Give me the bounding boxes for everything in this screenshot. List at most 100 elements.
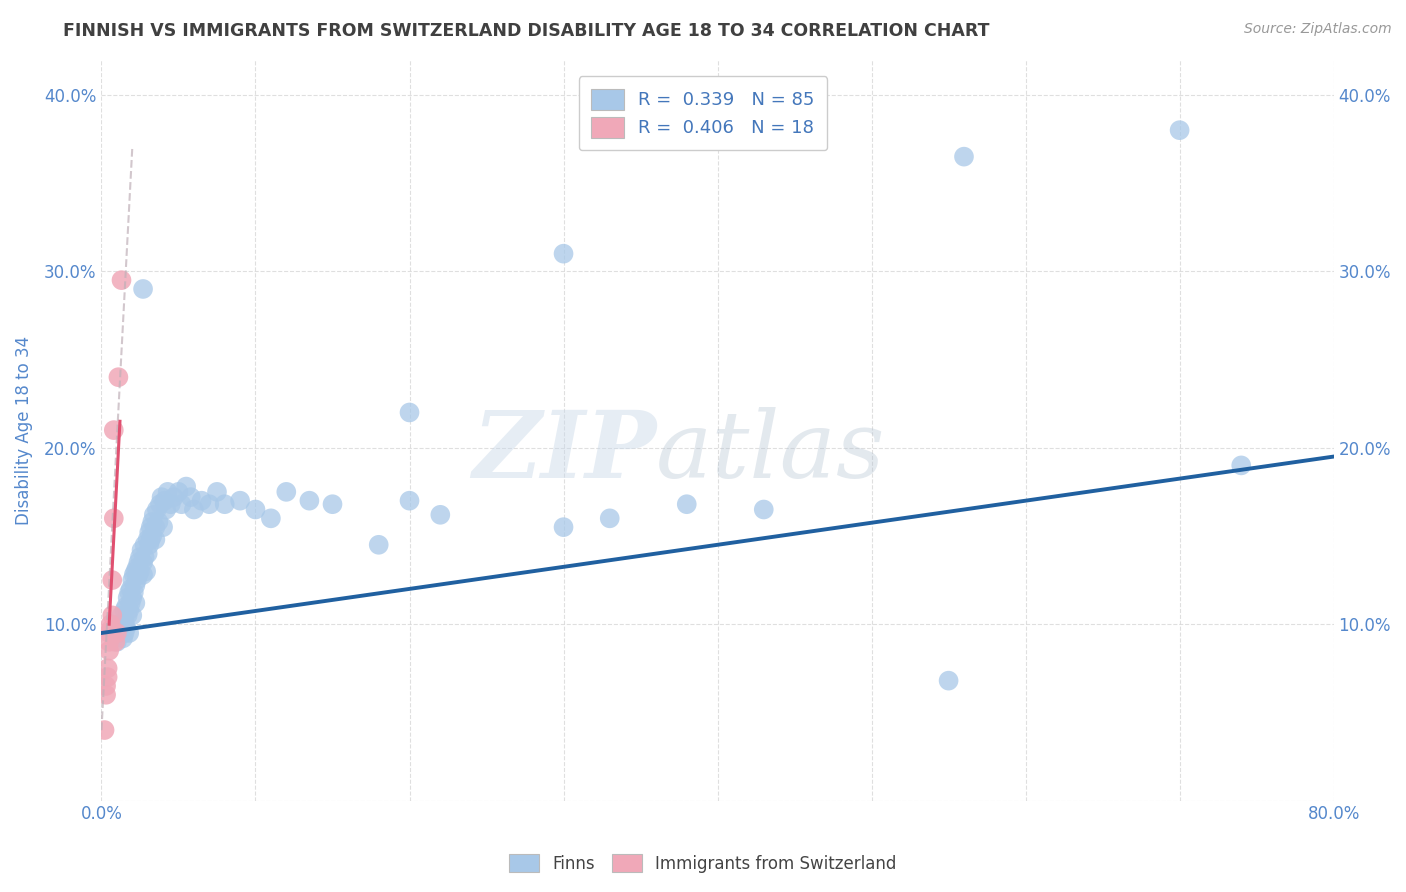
Point <box>150 490 173 504</box>
Point <box>675 497 697 511</box>
Point <box>118 626 141 640</box>
Point <box>214 497 236 511</box>
Point <box>97 661 120 675</box>
Point <box>170 497 193 511</box>
Point <box>142 508 165 522</box>
Point <box>752 502 775 516</box>
Point <box>141 515 163 529</box>
Point <box>121 591 143 605</box>
Point <box>132 556 155 570</box>
Point <box>112 632 135 646</box>
Point <box>132 282 155 296</box>
Point <box>148 515 170 529</box>
Point <box>101 573 124 587</box>
Point <box>138 538 160 552</box>
Point <box>122 585 145 599</box>
Point <box>120 596 142 610</box>
Legend: Finns, Immigrants from Switzerland: Finns, Immigrants from Switzerland <box>503 847 903 880</box>
Point <box>153 493 176 508</box>
Point <box>108 626 131 640</box>
Point <box>127 567 149 582</box>
Point <box>110 273 132 287</box>
Point <box>105 626 128 640</box>
Point <box>367 538 389 552</box>
Point <box>121 608 143 623</box>
Point <box>122 567 145 582</box>
Point <box>124 578 146 592</box>
Point <box>98 626 121 640</box>
Point <box>107 370 129 384</box>
Point <box>100 623 122 637</box>
Point <box>127 556 149 570</box>
Point <box>131 543 153 558</box>
Point <box>145 533 167 547</box>
Point <box>121 573 143 587</box>
Point <box>149 497 172 511</box>
Point <box>190 493 212 508</box>
Point <box>120 582 142 596</box>
Point <box>321 497 343 511</box>
Point <box>139 533 162 547</box>
Point <box>136 547 159 561</box>
Point <box>183 502 205 516</box>
Point <box>180 490 202 504</box>
Point <box>129 564 152 578</box>
Point <box>107 617 129 632</box>
Point <box>245 502 267 516</box>
Point <box>118 585 141 599</box>
Point <box>134 538 156 552</box>
Text: Source: ZipAtlas.com: Source: ZipAtlas.com <box>1244 22 1392 37</box>
Point <box>114 626 136 640</box>
Point <box>553 520 575 534</box>
Point <box>94 688 117 702</box>
Point <box>129 550 152 565</box>
Point <box>103 623 125 637</box>
Point <box>953 150 976 164</box>
Point <box>163 490 186 504</box>
Point <box>110 608 132 623</box>
Point <box>117 591 139 605</box>
Point <box>136 533 159 547</box>
Point <box>103 423 125 437</box>
Point <box>125 560 148 574</box>
Point <box>101 608 124 623</box>
Y-axis label: Disability Age 18 to 34: Disability Age 18 to 34 <box>15 335 32 524</box>
Point <box>100 617 122 632</box>
Point <box>93 723 115 737</box>
Point <box>167 484 190 499</box>
Point <box>104 635 127 649</box>
Point <box>114 614 136 628</box>
Point <box>599 511 621 525</box>
Legend: R =  0.339   N = 85, R =  0.406   N = 18: R = 0.339 N = 85, R = 0.406 N = 18 <box>579 76 827 150</box>
Text: ZIP: ZIP <box>471 408 657 498</box>
Point <box>134 550 156 565</box>
Point <box>1230 458 1253 473</box>
Point <box>110 621 132 635</box>
Point <box>124 564 146 578</box>
Point <box>553 246 575 260</box>
Point <box>156 484 179 499</box>
Point <box>139 520 162 534</box>
Point <box>103 511 125 525</box>
Point <box>429 508 451 522</box>
Point <box>1168 123 1191 137</box>
Point <box>145 520 167 534</box>
Point <box>298 493 321 508</box>
Point <box>174 479 197 493</box>
Point <box>125 573 148 587</box>
Point <box>98 635 121 649</box>
Point <box>938 673 960 688</box>
Point <box>229 493 252 508</box>
Point <box>132 567 155 582</box>
Point <box>198 497 221 511</box>
Point <box>398 405 420 419</box>
Point <box>105 635 128 649</box>
Point <box>138 525 160 540</box>
Point <box>135 564 157 578</box>
Point <box>94 679 117 693</box>
Point <box>117 608 139 623</box>
Point <box>114 603 136 617</box>
Text: atlas: atlas <box>657 408 886 498</box>
Point <box>98 643 121 657</box>
Point <box>124 596 146 610</box>
